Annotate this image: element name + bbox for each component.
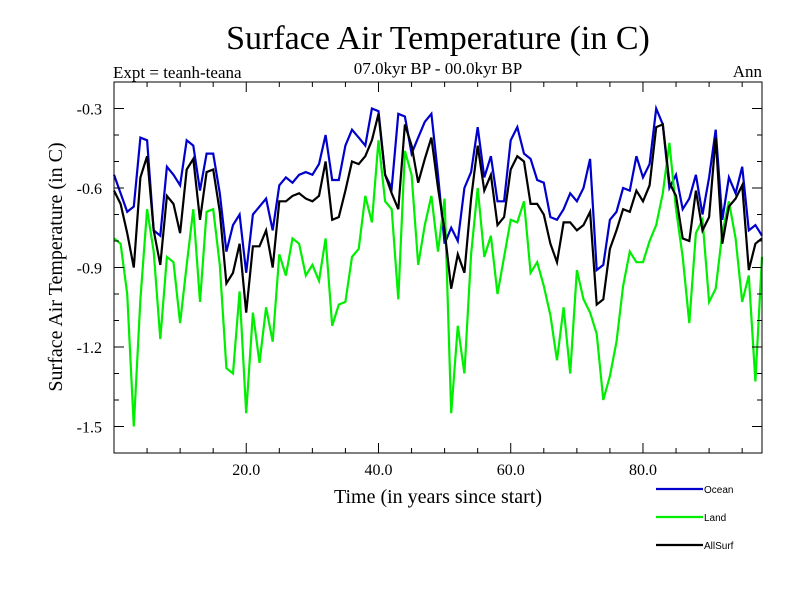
experiment-label: Expt = teanh-teana [113,63,242,82]
series-line-ocean [112,104,763,273]
chart-subtitle: 07.0kyr BP - 00.0kyr BP [354,59,522,78]
legend-label-allsurf: AllSurf [704,541,734,552]
x-tick-label: 20.0 [232,462,260,479]
y-tick-label: -0.3 [77,102,102,119]
y-tick-label: -0.6 [77,181,102,198]
series-line-allsurf [113,113,763,313]
y-axis-label: Surface Air Temperature (in C) [45,142,67,391]
y-tick-label: -0.9 [77,261,102,278]
plot-lines [112,104,764,427]
y-tick-label: -1.5 [77,420,102,437]
x-tick-label: 40.0 [364,462,392,479]
x-tick-label: 80.0 [629,462,657,479]
season-label: Ann [733,62,763,81]
chart-title: Surface Air Temperature (in C) [226,20,650,57]
y-tick-label: -1.2 [77,340,102,357]
series-line-land [113,140,764,427]
legend-label-ocean: Ocean [704,485,733,496]
legend-label-land: Land [704,513,726,524]
legend: Ocean Land AllSurf [656,485,734,552]
x-axis-label: Time (in years since start) [334,486,542,508]
x-tick-label: 60.0 [497,462,525,479]
axis-ticks: 20.0 40.0 60.0 80.0 -0.3 -0.6 -0.9 -1.2 -1.5 [77,81,762,479]
